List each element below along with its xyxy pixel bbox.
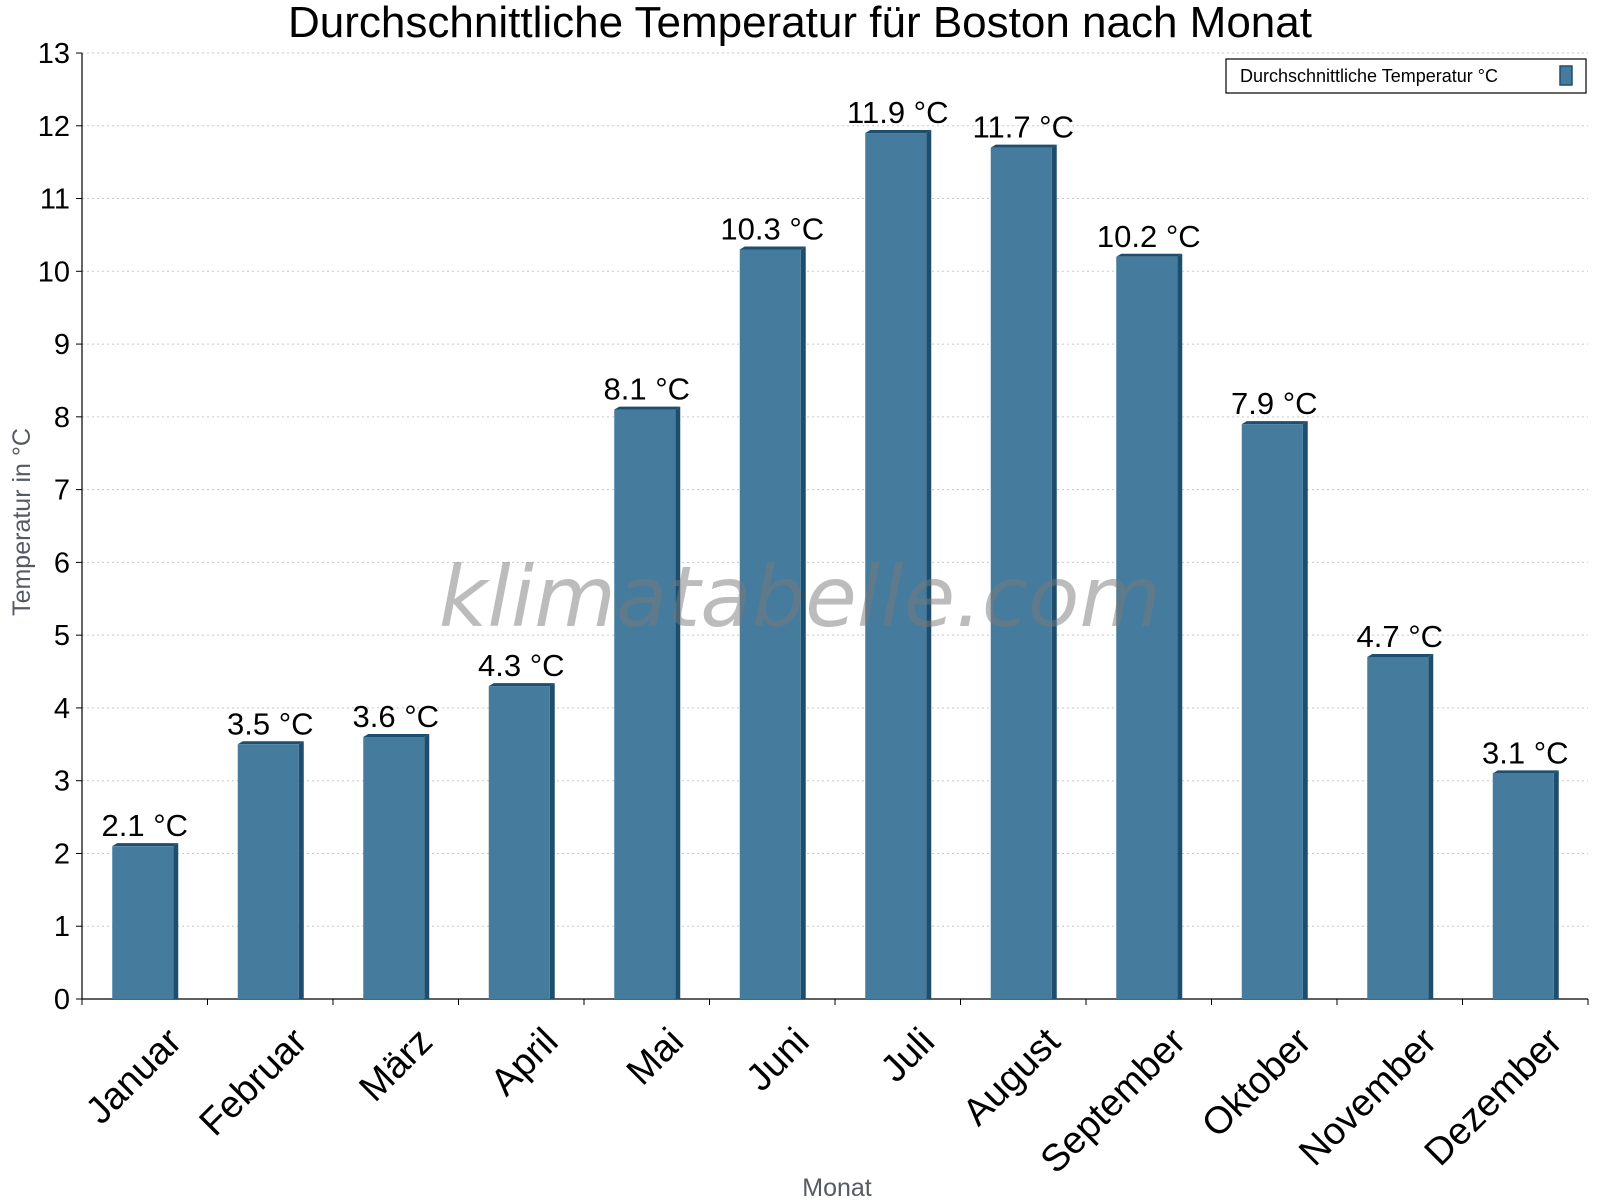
bar-top: [739, 246, 806, 250]
bar-front: [614, 409, 676, 1000]
bar-side: [1428, 653, 1434, 999]
bar-front: [990, 147, 1052, 1000]
bar: [990, 144, 1057, 1000]
bar-front: [739, 249, 801, 999]
bar-top: [237, 741, 304, 745]
bar: [1116, 253, 1183, 999]
y-tick-label: 3: [54, 766, 70, 798]
bar-top: [1367, 653, 1434, 657]
bar-front: [1492, 773, 1554, 999]
y-tick-label: 7: [54, 475, 70, 507]
y-tick-label: 6: [54, 547, 70, 579]
bar-top: [363, 734, 430, 738]
bar-value-label: 8.1 °C: [604, 372, 691, 407]
bar-side: [800, 246, 806, 999]
watermark-text: klimatabelle.com: [439, 548, 1162, 646]
bar-front: [1116, 256, 1178, 999]
bar-side: [173, 843, 179, 999]
bar: [865, 130, 932, 1000]
chart-title: Durchschnittliche Temperatur für Boston …: [288, 0, 1312, 47]
bar-value-label: 10.2 °C: [1097, 219, 1201, 254]
x-tick-label: Januar: [78, 1020, 190, 1132]
y-tick-label: 2: [54, 838, 70, 870]
bar: [1492, 770, 1559, 999]
bar-value-label: 4.3 °C: [478, 648, 565, 683]
axes: [76, 52, 1589, 1005]
bar-top: [112, 843, 179, 847]
bar-value-label: 7.9 °C: [1231, 386, 1318, 421]
x-tick-label: März: [352, 1020, 441, 1109]
x-tick-label: Februar: [192, 1020, 316, 1144]
bar-side: [549, 683, 555, 999]
bar-value-label: 11.7 °C: [973, 110, 1074, 145]
bar-side: [1051, 144, 1057, 1000]
bar-top: [488, 683, 555, 687]
y-tick-label: 13: [38, 38, 70, 70]
bar: [112, 843, 179, 999]
bar-side: [424, 734, 430, 999]
bar-front: [1241, 424, 1303, 1000]
y-tick-label: 8: [54, 402, 70, 434]
bar-value-label: 10.3 °C: [720, 211, 824, 246]
data-labels: 2.1 °C 3.5 °C 3.6 °C 4.3 °C 8.1 °C 10.3 °C 11.…: [102, 95, 1569, 843]
x-tick-label: Juli: [873, 1020, 943, 1090]
bar-value-label: 3.5 °C: [227, 706, 314, 741]
bar: [614, 406, 681, 1000]
bar-front: [237, 744, 299, 999]
bar-side: [675, 406, 681, 1000]
bar-front: [865, 133, 927, 1000]
bar-top: [1116, 253, 1183, 257]
bar-side: [1553, 770, 1559, 999]
x-tick-labels: Januar Februar März April Mai Juni Juli AugustS…: [78, 1020, 1571, 1181]
x-tick-label: Dezember: [1417, 1020, 1571, 1174]
bar-side: [1177, 253, 1183, 999]
x-tick-label: Juni: [738, 1020, 817, 1099]
bar-top: [1241, 421, 1308, 425]
y-axis-label: Temperatur in °C: [8, 428, 36, 616]
bar: [739, 246, 806, 999]
y-tick-label: 1: [54, 911, 70, 943]
y-tick-label: 4: [54, 693, 70, 725]
x-tick-label: August: [955, 1020, 1069, 1134]
bar-value-label: 3.1 °C: [1482, 735, 1569, 770]
bar-value-label: 2.1 °C: [102, 808, 189, 843]
bars: [112, 130, 1559, 1000]
bar-value-label: 4.7 °C: [1357, 619, 1444, 654]
y-tick-label: 11: [40, 184, 70, 216]
legend-entry-label: Durchschnittliche Temperatur °C: [1240, 66, 1498, 86]
x-tick-label: Oktober: [1194, 1020, 1320, 1146]
y-tick-label: 10: [38, 256, 70, 288]
bar-top: [1492, 770, 1559, 774]
bar-front: [1367, 656, 1429, 999]
bar-front: [112, 846, 174, 999]
bar: [1241, 421, 1308, 1000]
bar: [237, 741, 304, 999]
bar-top: [614, 406, 681, 410]
bar-side: [298, 741, 304, 999]
y-tick-label: 12: [38, 111, 70, 143]
y-tick-label: 0: [54, 984, 70, 1016]
gridlines: [82, 52, 1588, 927]
legend-swatch: [1559, 65, 1573, 86]
bar-value-label: 11.9 °C: [847, 95, 948, 130]
bar: [488, 683, 555, 999]
legend: Durchschnittliche Temperatur °C: [1225, 58, 1587, 94]
bar-top: [865, 130, 932, 134]
legend-box: [1225, 58, 1587, 94]
bar: [363, 734, 430, 999]
x-tick-label: April: [483, 1020, 566, 1103]
bar-front: [363, 737, 425, 999]
bar-value-label: 3.6 °C: [353, 699, 440, 734]
bar: [1367, 653, 1434, 999]
x-axis-label: Monat: [802, 1174, 872, 1200]
x-tick-label: Mai: [619, 1020, 692, 1093]
bar-side: [926, 130, 932, 1000]
bar-side: [1302, 421, 1308, 1000]
y-tick-label: 5: [54, 620, 70, 652]
bar-front: [488, 686, 550, 999]
y-tick-label: 9: [54, 329, 70, 361]
bar-top: [990, 144, 1057, 148]
